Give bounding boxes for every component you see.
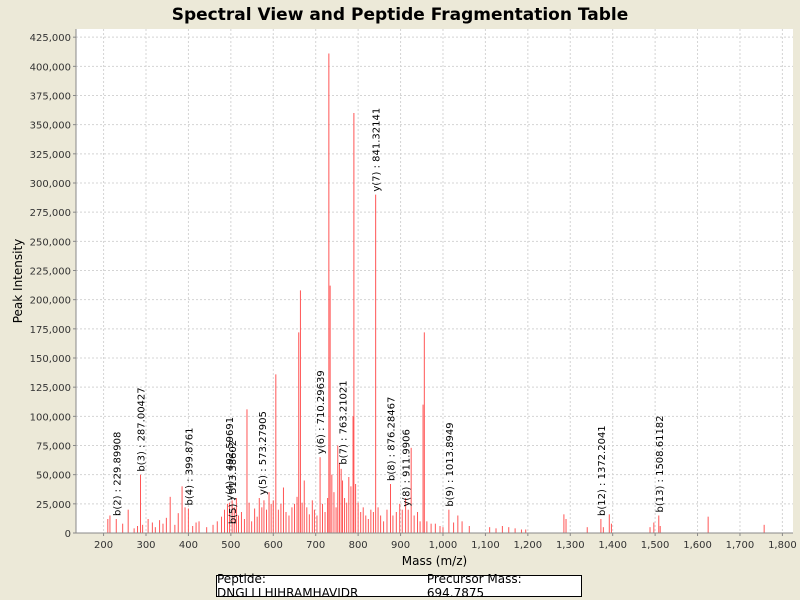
y-axis-title: Peak Intensity xyxy=(11,239,25,324)
peak-annotation: b(3) : 287.00427 xyxy=(136,387,147,471)
peptide-label: Peptide: DNGLLLHIHRAMHAVIDR xyxy=(217,572,359,600)
plot-area xyxy=(76,29,793,533)
peak-annotation: b(4) : 399.8761 xyxy=(184,428,195,506)
x-tick-label: 1,700 xyxy=(726,540,755,551)
x-tick-label: 800 xyxy=(349,540,368,551)
peak-annotation: y(8) : 911.9906 xyxy=(402,429,413,507)
y-tick-label: 250,000 xyxy=(30,237,71,248)
y-tick-label: 0 xyxy=(65,529,71,540)
y-tick-label: 200,000 xyxy=(30,296,71,307)
x-tick-label: 200 xyxy=(94,540,113,551)
y-tick-label: 225,000 xyxy=(30,267,71,278)
y-tick-label: 300,000 xyxy=(30,179,71,190)
y-tick-label: 325,000 xyxy=(30,150,71,161)
x-tick-label: 1,100 xyxy=(471,540,500,551)
x-tick-label: 400 xyxy=(179,540,198,551)
x-tick-label: 1,600 xyxy=(683,540,712,551)
x-tick-label: 700 xyxy=(306,540,325,551)
y-tick-label: 75,000 xyxy=(36,442,71,453)
x-tick-label: 1,500 xyxy=(641,540,670,551)
peak-annotation: b(7) : 763.21021 xyxy=(339,380,350,464)
peak-annotation: y(7) : 841.32141 xyxy=(372,108,383,192)
y-tick-label: 50,000 xyxy=(36,471,71,482)
x-tick-label: 1,800 xyxy=(768,540,797,551)
peak-annotation: y(4) : 492.59691 xyxy=(225,417,236,501)
y-tick-label: 175,000 xyxy=(30,325,71,336)
y-tick-label: 400,000 xyxy=(30,62,71,73)
y-tick-label: 275,000 xyxy=(30,208,71,219)
x-tick-label: 1,400 xyxy=(598,540,627,551)
y-tick-label: 25,000 xyxy=(36,500,71,511)
peak-annotation: y(5) : 573.27905 xyxy=(258,411,269,495)
x-tick-label: 900 xyxy=(391,540,410,551)
y-tick-label: 150,000 xyxy=(30,354,71,365)
x-tick-label: 1,300 xyxy=(556,540,585,551)
y-tick-label: 100,000 xyxy=(30,412,71,423)
x-tick-label: 600 xyxy=(264,540,283,551)
peak-annotation: b(9) : 1013.8949 xyxy=(445,422,456,506)
peak-annotation: b(2) : 229.89908 xyxy=(112,432,123,516)
y-tick-label: 125,000 xyxy=(30,383,71,394)
x-tick-label: 1,200 xyxy=(514,540,543,551)
x-tick-label: 500 xyxy=(221,540,240,551)
y-tick-label: 375,000 xyxy=(30,92,71,103)
peak-annotation: b(8) : 876.28467 xyxy=(387,397,398,481)
chart-title: Spectral View and Peptide Fragmentation … xyxy=(172,5,629,25)
peptide-info-box: Peptide: DNGLLLHIHRAMHAVIDR Precursor Ma… xyxy=(216,572,582,600)
precursor-mass-label: Precursor Mass: 694.7875 xyxy=(426,572,522,600)
peak-annotation: b(12) : 1372.2041 xyxy=(597,425,608,516)
peak-annotation: b(13) : 1508.61182 xyxy=(655,415,666,512)
y-tick-label: 425,000 xyxy=(30,33,71,44)
x-tick-label: 1,000 xyxy=(429,540,458,551)
peak-annotation: y(6) : 710.29639 xyxy=(316,370,327,454)
peak-annotation: b(5) : 513.38602 xyxy=(228,440,239,524)
x-tick-label: 300 xyxy=(136,540,155,551)
x-axis-title: Mass (m/z) xyxy=(402,554,467,568)
y-tick-label: 350,000 xyxy=(30,121,71,132)
